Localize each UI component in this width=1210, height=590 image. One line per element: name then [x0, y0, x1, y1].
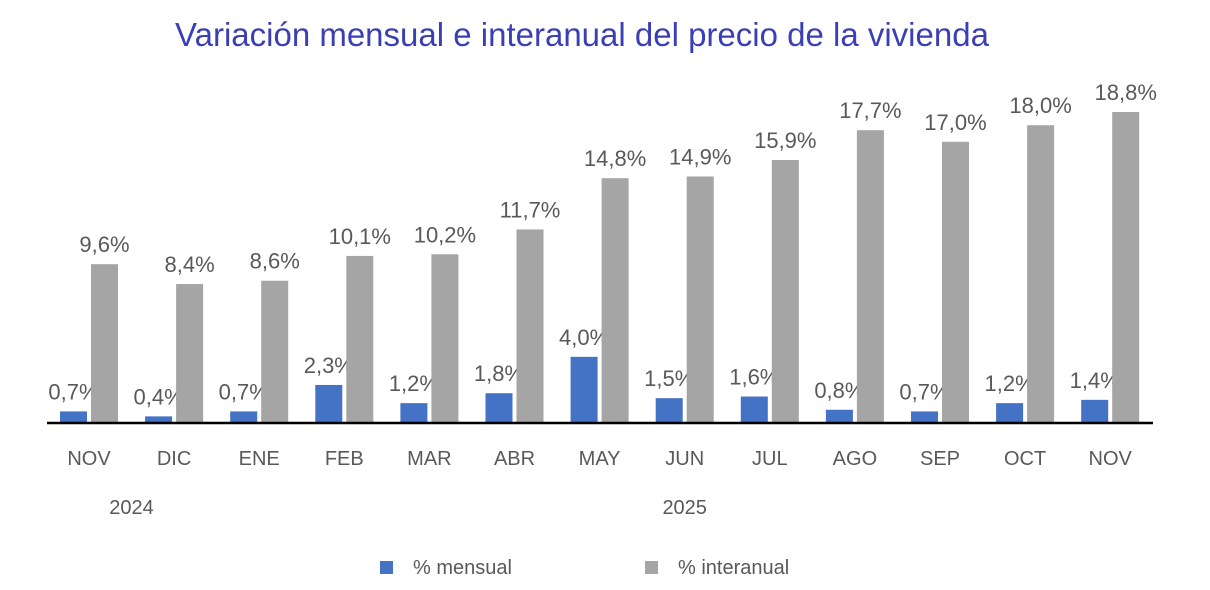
data-label: 9,6% — [79, 232, 129, 257]
mensual-bar — [400, 403, 428, 423]
data-label: 17,0% — [924, 110, 986, 135]
chart-title: Variación mensual e interanual del preci… — [175, 16, 990, 53]
interanual-bar — [261, 280, 289, 423]
year-label: 2025 — [662, 497, 707, 519]
data-label: 8,6% — [250, 249, 300, 274]
data-label: 18,0% — [1009, 93, 1071, 118]
interanual-bar — [1027, 125, 1055, 423]
data-label: 18,8% — [1095, 80, 1157, 105]
interanual-bar — [516, 229, 544, 423]
category-label: MAY — [579, 448, 621, 470]
interanual-bar — [91, 264, 118, 423]
interanual-bar — [771, 159, 799, 424]
data-label: 2,3% — [304, 353, 354, 378]
legend: % mensual % interanual — [380, 557, 789, 579]
category-label: NOV — [1089, 448, 1133, 470]
data-label: 10,2% — [414, 222, 476, 247]
data-label: 1,2% — [389, 371, 439, 396]
interanual-bar — [431, 254, 459, 423]
data-label: 1,4% — [1070, 368, 1120, 393]
data-label: 0,4% — [134, 384, 184, 409]
category-label: ABR — [494, 448, 535, 470]
legend-label: % mensual — [413, 557, 512, 579]
mensual-bar — [740, 396, 768, 423]
category-label: MAR — [407, 448, 451, 470]
data-label: 1,8% — [474, 361, 524, 386]
data-label: 0,7% — [48, 379, 98, 404]
data-label: 1,5% — [644, 366, 694, 391]
category-label: AGO — [833, 448, 877, 470]
mensual-bar — [315, 384, 343, 423]
data-label: 1,2% — [985, 371, 1035, 396]
interanual-bar — [856, 130, 884, 423]
data-label: 10,1% — [329, 224, 391, 249]
category-label: DIC — [157, 448, 191, 470]
mensual-bar — [1081, 399, 1109, 423]
mensual-bar — [60, 411, 87, 423]
data-label: 8,4% — [165, 252, 215, 277]
data-label: 14,8% — [584, 146, 646, 171]
mensual-bar — [996, 403, 1024, 423]
legend-swatch — [645, 561, 658, 574]
interanual-bar — [1112, 112, 1140, 423]
category-label: SEP — [920, 448, 960, 470]
data-label: 1,6% — [729, 365, 779, 390]
data-label: 15,9% — [754, 128, 816, 153]
data-label: 0,7% — [219, 379, 269, 404]
interanual-bar — [176, 284, 204, 423]
interanual-bar — [686, 176, 714, 423]
mensual-bar — [485, 393, 513, 423]
data-label: 17,7% — [839, 98, 901, 123]
data-label: 14,9% — [669, 145, 731, 170]
interanual-bar — [601, 178, 629, 423]
interanual-bar — [942, 141, 969, 423]
legend-label: % interanual — [678, 557, 789, 579]
category-label: JUN — [665, 448, 704, 470]
category-label: FEB — [325, 448, 364, 470]
category-label: NOV — [67, 448, 111, 470]
mensual-bar — [230, 411, 258, 423]
mensual-bar — [911, 411, 938, 423]
mensual-bar — [655, 398, 683, 423]
legend-swatch — [380, 561, 393, 574]
mensual-bar — [825, 409, 853, 423]
data-label: 11,7% — [500, 197, 561, 222]
data-label: 0,7% — [899, 379, 949, 404]
category-label: ENE — [239, 448, 280, 470]
mensual-bar — [570, 356, 598, 423]
data-label: 4,0% — [559, 325, 609, 350]
mensual-bar — [145, 416, 173, 423]
data-label: 0,8% — [814, 378, 864, 403]
year-label: 2024 — [109, 497, 154, 519]
category-label: OCT — [1004, 448, 1046, 470]
interanual-bar — [346, 255, 374, 423]
category-label: JUL — [752, 448, 788, 470]
